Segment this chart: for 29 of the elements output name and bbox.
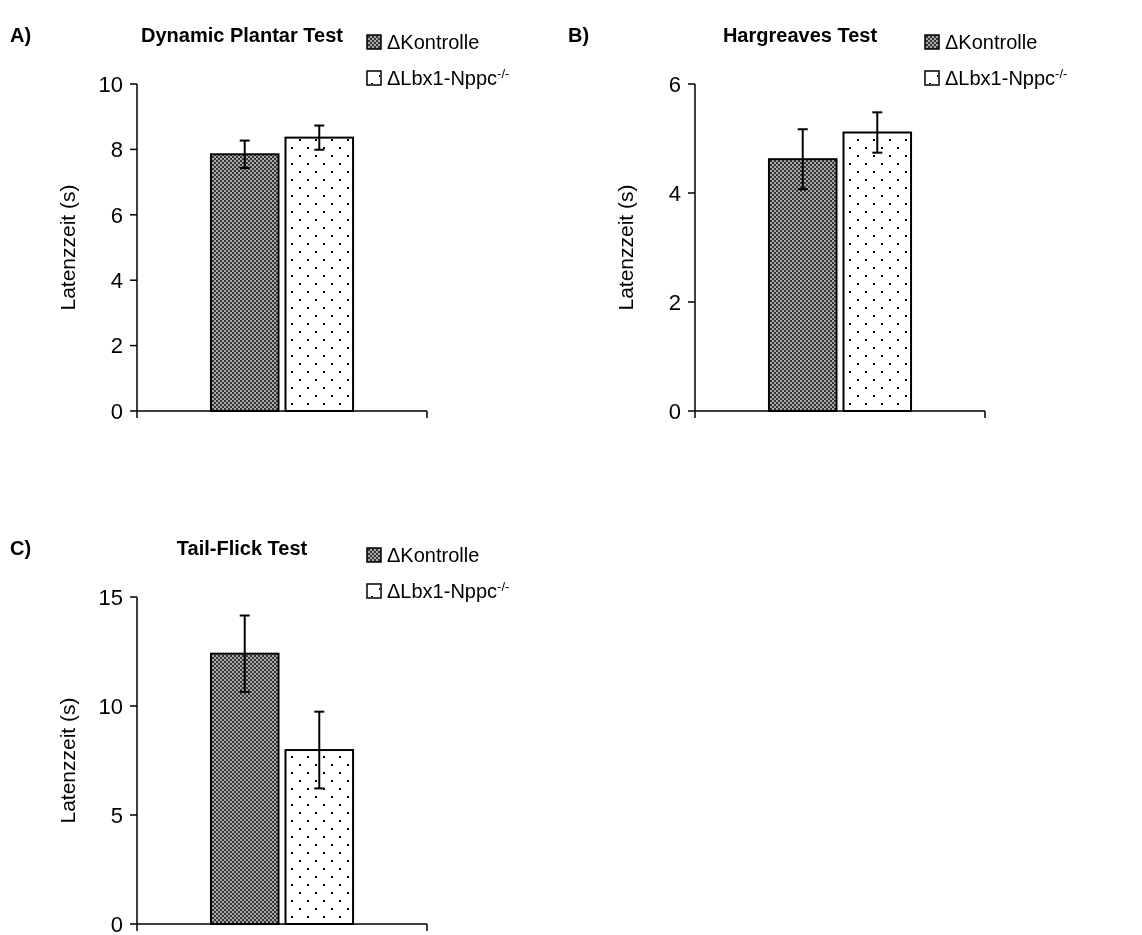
y-axis-title: Latenzzeit (s) bbox=[56, 697, 79, 824]
y-tick-label: 4 bbox=[668, 180, 681, 206]
y-tick-label: 6 bbox=[668, 71, 681, 97]
y-tick-label: 10 bbox=[98, 693, 123, 719]
legend-label: ΔKontrolle bbox=[945, 31, 1038, 53]
y-tick-label: 0 bbox=[668, 398, 681, 424]
y-axis-title: Latenzzeit (s) bbox=[614, 184, 637, 311]
legend-label: ΔLbx1-Nppc$^{-/-}$ bbox=[387, 65, 510, 89]
text: C) bbox=[10, 537, 32, 559]
legend-label: ΔLbx1-Nppc$^{-/-}$ bbox=[945, 65, 1068, 89]
chart-title: Hargreaves Test bbox=[722, 24, 878, 46]
y-tick-label: 10 bbox=[98, 71, 123, 97]
legend-label: ΔKontrolle bbox=[387, 544, 480, 566]
y-tick-label: 0 bbox=[110, 911, 123, 935]
y-axis-title: Latenzzeit (s) bbox=[56, 184, 79, 311]
y-tick-label: 4 bbox=[110, 267, 123, 293]
y-tick-label: 0 bbox=[110, 398, 123, 424]
text: A) bbox=[10, 24, 32, 46]
legend-label: ΔKontrolle bbox=[387, 31, 480, 53]
y-tick-label: 8 bbox=[110, 137, 123, 163]
y-tick-label: 5 bbox=[110, 802, 123, 828]
y-tick-label: 2 bbox=[668, 289, 681, 315]
chart-title: Tail-Flick Test bbox=[176, 537, 308, 559]
chart-title: Dynamic Plantar Test bbox=[141, 24, 344, 46]
y-tick-label: 2 bbox=[110, 333, 123, 359]
legend-label: ΔLbx1-Nppc$^{-/-}$ bbox=[387, 578, 510, 602]
text: B) bbox=[568, 24, 590, 46]
y-tick-label: 15 bbox=[98, 584, 123, 610]
y-tick-label: 6 bbox=[110, 202, 123, 228]
